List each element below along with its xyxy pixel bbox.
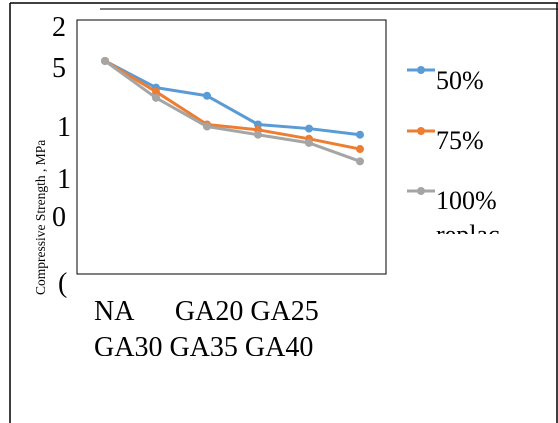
legend-layer [407, 66, 435, 195]
data-point-s1-5 [305, 124, 313, 133]
data-point-s3-2 [152, 93, 160, 102]
y-axis-label: Compressive Strength , MPa [33, 139, 48, 295]
y-tick-label: 2 [52, 12, 66, 43]
data-point-s2-6 [356, 145, 364, 154]
x-tick-labels-row-1: NA GA20 GA25 [94, 296, 319, 327]
data-point-s3-1 [101, 56, 109, 65]
legend-label-75: 75% [436, 128, 484, 150]
data-point-s3-6 [356, 157, 364, 166]
data-point-s1-3 [203, 91, 211, 100]
series-line-3 [104, 59, 361, 163]
data-point-s3-3 [203, 122, 211, 131]
data-point-s2-2 [152, 87, 160, 96]
y-tick-label: 0 [52, 202, 66, 233]
plot-area-border [76, 19, 387, 275]
legend-label-50: 50% [436, 68, 484, 90]
legend-marker-3 [417, 187, 425, 195]
data-point-s1-6 [356, 130, 364, 139]
y-tick-label: ( [58, 268, 68, 299]
x-tick-labels-row-2: GA30 GA35 GA40 [94, 334, 314, 356]
series-line-1 [104, 59, 361, 137]
y-tick-label: 1 [57, 164, 71, 195]
series-layer [101, 56, 364, 166]
legend-marker-2 [417, 127, 425, 135]
data-point-s3-4 [254, 130, 262, 139]
y-tick-label: 1 [57, 112, 71, 143]
legend-label-extra: replac [436, 222, 500, 234]
series-line-2 [104, 59, 361, 151]
data-point-s3-5 [305, 138, 313, 147]
y-tick-label: 5 [52, 53, 66, 84]
legend-label-100: 100% [436, 188, 497, 214]
legend-marker-1 [417, 66, 425, 74]
